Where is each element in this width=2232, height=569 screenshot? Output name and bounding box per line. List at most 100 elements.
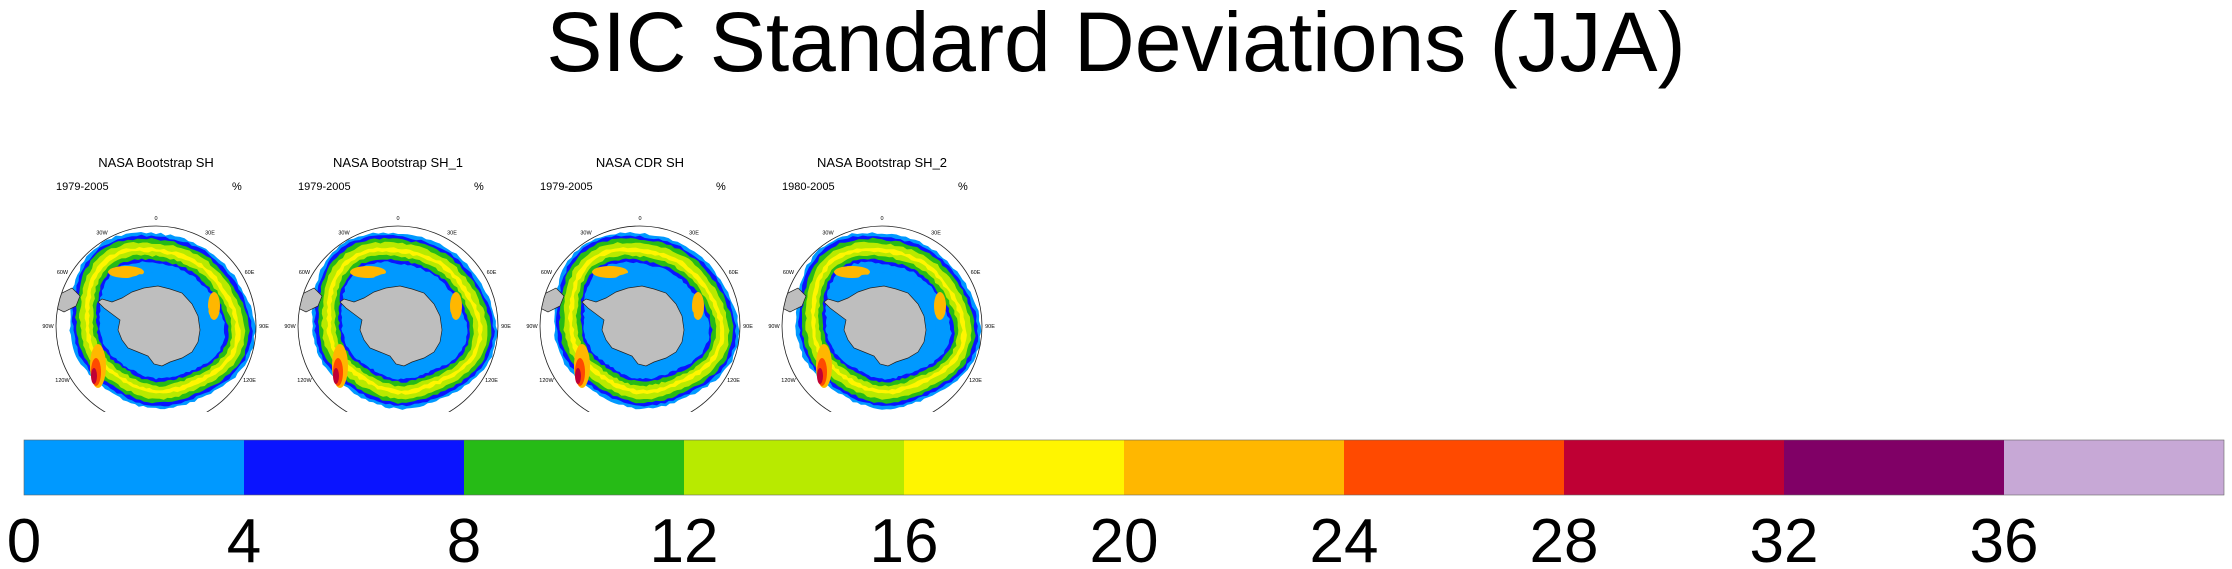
polar-map: 030E60E90E120E150E180150W120W90W60W30W [768, 216, 995, 412]
panel-units: % [958, 181, 968, 193]
south-america-land [298, 287, 323, 313]
longitude-label: 90W [526, 324, 538, 330]
variability-hotspot [575, 368, 581, 384]
longitude-label: 90W [284, 324, 296, 330]
colorbar-tick-label: 36 [1970, 507, 2039, 569]
longitude-label: 60W [299, 270, 311, 276]
variability-hotspot [108, 266, 144, 278]
panel-units: % [716, 181, 726, 193]
longitude-label: 60E [971, 270, 981, 276]
map-boundary [781, 225, 983, 412]
longitude-label: 60W [783, 270, 795, 276]
longitude-label: 90E [259, 324, 269, 330]
south-america-land [782, 287, 807, 313]
variability-hotspot [817, 368, 823, 384]
variability-hotspot [834, 266, 870, 278]
colorbar-segment-8 [1784, 440, 2004, 495]
colorbar-tick-label: 32 [1750, 507, 1819, 569]
longitude-label: 120W [297, 378, 312, 384]
colorbar-segment-5 [1124, 440, 1344, 495]
longitude-label: 90E [743, 324, 753, 330]
longitude-label: 30E [447, 230, 457, 236]
longitude-label: 120W [781, 378, 796, 384]
longitude-label: 60W [57, 270, 69, 276]
longitude-label: 120E [243, 378, 256, 384]
variability-hotspot [333, 368, 339, 384]
longitude-label: 90W [768, 324, 780, 330]
polar-map: 030E60E90E120E150E180150W120W90W60W30W [284, 216, 511, 412]
panel-title: NASA Bootstrap SH_1 [332, 155, 464, 170]
colorbar-tick-label: 8 [447, 507, 481, 569]
longitude-label: 30E [689, 230, 699, 236]
variability-hotspot [350, 266, 386, 278]
colorbar-segment-3 [684, 440, 904, 495]
sea-ice-field [540, 232, 740, 410]
panel-period: 1980-2005 [782, 181, 835, 193]
panel-title: NASA Bootstrap SH [98, 155, 214, 170]
sea-ice-field [782, 232, 982, 410]
colorbar-frame [23, 439, 2225, 496]
colorbar-tick-label: 24 [1310, 507, 1379, 569]
antarctica-land [823, 285, 927, 367]
map-panel-nasa-bootstrap-sh-1: 030E60E90E120E150E180150W120W90W60W30W N… [278, 152, 518, 412]
longitude-label: 30W [96, 230, 108, 236]
colorbar-tick-label: 0 [7, 507, 41, 569]
panel-period: 1979-2005 [298, 181, 351, 193]
variability-hotspot [91, 368, 97, 384]
polar-map: 030E60E90E120E150E180150W120W90W60W30W [42, 216, 269, 412]
longitude-label: 30E [931, 230, 941, 236]
longitude-label: 90W [42, 324, 54, 330]
colorbar-segment-2 [464, 440, 684, 495]
longitude-label: 30W [338, 230, 350, 236]
longitude-label: 120W [55, 378, 70, 384]
colorbar-segment-7 [1564, 440, 1784, 495]
longitude-label: 120E [485, 378, 498, 384]
panel-title: NASA Bootstrap SH_2 [816, 155, 948, 170]
sea-ice-field [56, 232, 256, 410]
panel-period: 1979-2005 [540, 181, 593, 193]
map-boundary [539, 225, 741, 412]
colorbar-tick-label: 28 [1530, 507, 1599, 569]
longitude-label: 60E [245, 270, 255, 276]
longitude-label: 30E [205, 230, 215, 236]
colorbar-segment-1 [244, 440, 464, 495]
variability-hotspot [208, 292, 220, 320]
antarctica-land [339, 285, 443, 367]
longitude-label: 90E [501, 324, 511, 330]
longitude-label: 30W [822, 230, 834, 236]
colorbar-tick-label: 12 [650, 507, 719, 569]
panel-units: % [232, 181, 242, 193]
sea-ice-field [298, 232, 498, 410]
polar-map: 030E60E90E120E150E180150W120W90W60W30W [526, 216, 753, 412]
south-america-land [56, 287, 81, 313]
map-panel-nasa-bootstrap-sh: 030E60E90E120E150E180150W120W90W60W30W N… [36, 152, 276, 412]
variability-hotspot [692, 292, 704, 320]
colorbar-tick-label: 4 [227, 507, 261, 569]
colorbar-segment-0 [24, 440, 244, 495]
longitude-label: 120W [539, 378, 554, 384]
antarctica-land [97, 285, 201, 367]
panel-title: NASA CDR SH [595, 155, 685, 170]
longitude-label: 120E [969, 378, 982, 384]
longitude-label: 0 [638, 216, 641, 222]
longitude-label: 90E [985, 324, 995, 330]
map-boundary [55, 225, 257, 412]
antarctica-land [581, 285, 685, 367]
longitude-label: 120E [727, 378, 740, 384]
colorbar-segment-6 [1344, 440, 1564, 495]
map-boundary [297, 225, 499, 412]
longitude-label: 60E [729, 270, 739, 276]
colorbar-tick-label: 16 [870, 507, 939, 569]
longitude-label: 0 [880, 216, 883, 222]
longitude-label: 0 [396, 216, 399, 222]
south-america-land [540, 287, 565, 313]
longitude-label: 60W [541, 270, 553, 276]
longitude-label: 0 [154, 216, 157, 222]
variability-hotspot [934, 292, 946, 320]
colorbar-segment-4 [904, 440, 1124, 495]
panel-units: % [474, 181, 484, 193]
colorbar-tick-label: 20 [1090, 507, 1159, 569]
map-panel-nasa-bootstrap-sh-2: 030E60E90E120E150E180150W120W90W60W30W N… [762, 152, 1002, 412]
panel-period: 1979-2005 [56, 181, 109, 193]
